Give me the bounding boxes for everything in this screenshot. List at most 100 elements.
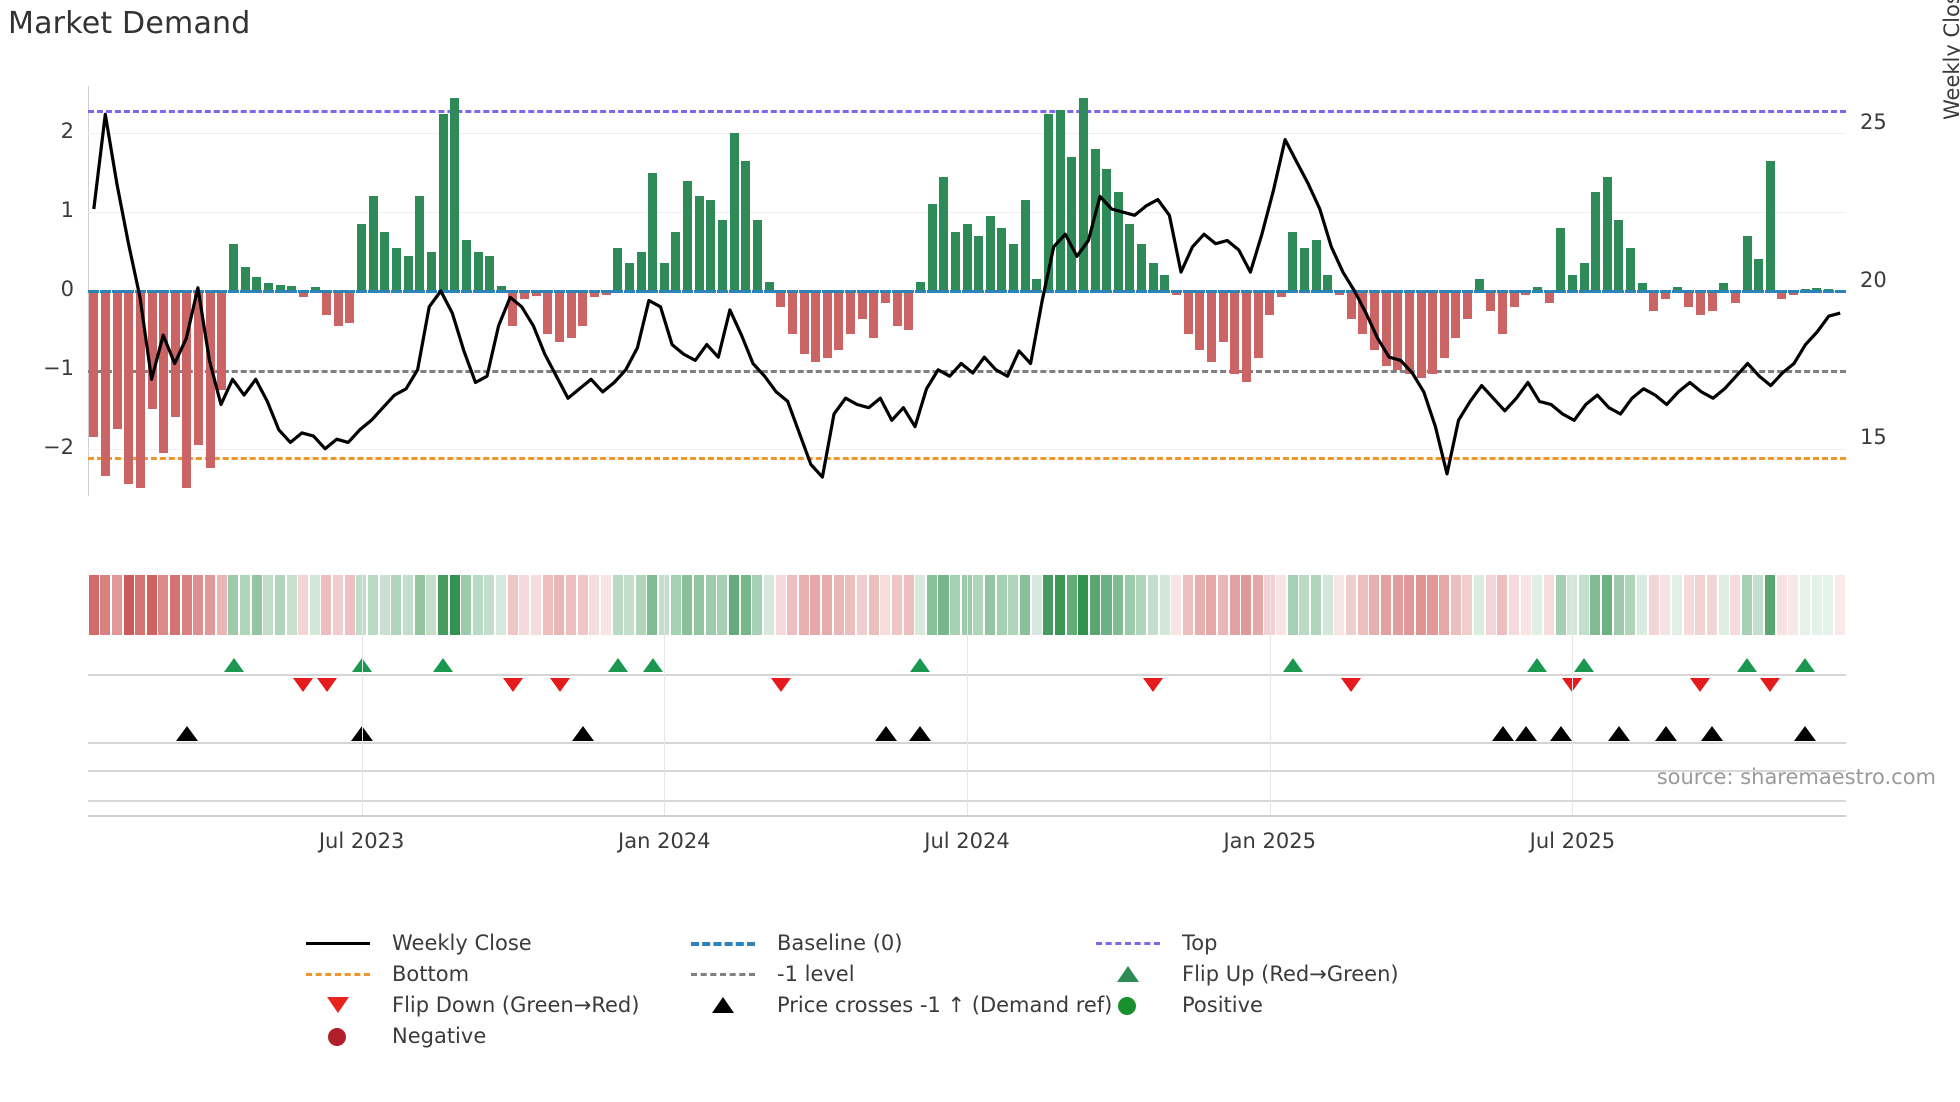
- baseline-segment: [775, 289, 787, 293]
- heat-cell: [1276, 575, 1287, 635]
- heat-cell: [740, 575, 751, 635]
- heat-cell: [333, 575, 344, 635]
- legend-item[interactable]: Flip Down (Green→Red): [300, 990, 639, 1020]
- legend-item[interactable]: Negative: [300, 1021, 486, 1051]
- heat-cell: [507, 575, 518, 635]
- baseline-segment: [1334, 289, 1346, 293]
- baseline-segment: [158, 289, 170, 293]
- x-gridline: [1572, 575, 1574, 815]
- demand-bar: [194, 291, 204, 445]
- heat-cell: [624, 575, 635, 635]
- demand-bar: [1183, 291, 1193, 335]
- heat-cell: [1229, 575, 1240, 635]
- baseline-segment: [1683, 289, 1695, 293]
- price-cross-marker: [1654, 726, 1677, 741]
- baseline-segment: [460, 289, 472, 293]
- dashed-line-icon: [300, 961, 376, 987]
- legend-item-label: Weekly Close: [392, 931, 532, 955]
- heat-cell: [670, 575, 681, 635]
- legend-item[interactable]: Weekly Close: [300, 928, 532, 958]
- baseline-segment: [1310, 289, 1322, 293]
- heat-cell: [1590, 575, 1601, 635]
- demand-bar: [892, 291, 902, 327]
- heat-cell: [1776, 575, 1787, 635]
- demand-bar: [100, 291, 110, 477]
- baseline-segment: [1066, 289, 1078, 293]
- legend-item[interactable]: -1 level: [685, 959, 855, 989]
- demand-bar: [1393, 291, 1403, 370]
- demand-bar: [1754, 259, 1764, 291]
- demand-bar: [1381, 291, 1391, 366]
- baseline-segment: [495, 289, 507, 293]
- demand-bar: [124, 291, 134, 485]
- page-title: Market Demand: [8, 6, 251, 41]
- baseline-segment: [251, 289, 263, 293]
- x-gridline: [1269, 575, 1271, 815]
- legend-item[interactable]: Price crosses -1 ↑ (Demand ref): [685, 990, 1112, 1020]
- baseline-segment: [228, 289, 240, 293]
- heat-cell: [565, 575, 576, 635]
- demand-bar: [799, 291, 809, 355]
- baseline-segment: [647, 289, 659, 293]
- legend-item-label: Flip Down (Green→Red): [392, 993, 640, 1017]
- heat-cell: [461, 575, 472, 635]
- baseline-segment: [1473, 289, 1485, 293]
- heat-cell: [1567, 575, 1578, 635]
- heat-cell: [263, 575, 274, 635]
- legend-item[interactable]: Flip Up (Red→Green): [1090, 959, 1399, 989]
- heat-cell: [1369, 575, 1380, 635]
- demand-bar: [718, 220, 727, 291]
- heat-cell: [251, 575, 262, 635]
- flip-up-marker: [607, 658, 628, 672]
- legend-item[interactable]: Positive: [1090, 990, 1263, 1020]
- price-cross-marker: [874, 726, 897, 741]
- heat-cell: [472, 575, 483, 635]
- demand-bar: [1661, 291, 1671, 299]
- demand-bar: [205, 291, 215, 469]
- heat-cell: [612, 575, 623, 635]
- legend-item[interactable]: Bottom: [300, 959, 469, 989]
- demand-bar: [1637, 283, 1647, 291]
- baseline-segment: [1450, 289, 1462, 293]
- baseline-segment: [344, 289, 356, 293]
- baseline-segment: [1601, 289, 1613, 293]
- demand-bar: [1020, 200, 1030, 291]
- legend-item[interactable]: Baseline (0): [685, 928, 902, 958]
- demand-bar: [159, 291, 169, 453]
- heat-cell: [1264, 575, 1275, 635]
- baseline-segment: [1648, 289, 1660, 293]
- y-tick-label-left: 2: [60, 119, 74, 144]
- demand-bar: [950, 231, 960, 291]
- legend-item[interactable]: Top: [1090, 928, 1217, 958]
- heat-cell: [193, 575, 204, 635]
- baseline-segment: [1764, 289, 1776, 293]
- demand-bar: [974, 235, 984, 291]
- demand-bar: [217, 291, 227, 390]
- demand-bar: [1009, 243, 1019, 291]
- flip-up-marker: [223, 658, 244, 672]
- x-tick-label: Jul 2025: [1529, 829, 1616, 853]
- heat-cell: [205, 575, 216, 635]
- flip-up-marker: [1527, 658, 1548, 672]
- heat-cell: [437, 575, 448, 635]
- demand-bar: [1812, 287, 1822, 291]
- demand-bar: [298, 291, 308, 298]
- baseline-segment: [973, 289, 985, 293]
- demand-bar: [1765, 160, 1775, 291]
- demand-bar: [1230, 291, 1240, 374]
- baseline-segment: [938, 289, 950, 293]
- baseline-segment: [1031, 289, 1043, 293]
- baseline-segment: [693, 289, 705, 293]
- baseline-segment: [682, 289, 694, 293]
- heat-cell: [880, 575, 891, 635]
- baseline-segment: [588, 289, 600, 293]
- demand-bar: [1498, 291, 1508, 335]
- baseline-segment: [239, 289, 251, 293]
- demand-bar: [904, 291, 914, 331]
- baseline-segment: [274, 289, 286, 293]
- heat-cell: [542, 575, 553, 635]
- heat-cell: [1311, 575, 1322, 635]
- demand-bar: [1288, 231, 1298, 291]
- demand-bar: [1346, 291, 1356, 319]
- heat-cell: [973, 575, 984, 635]
